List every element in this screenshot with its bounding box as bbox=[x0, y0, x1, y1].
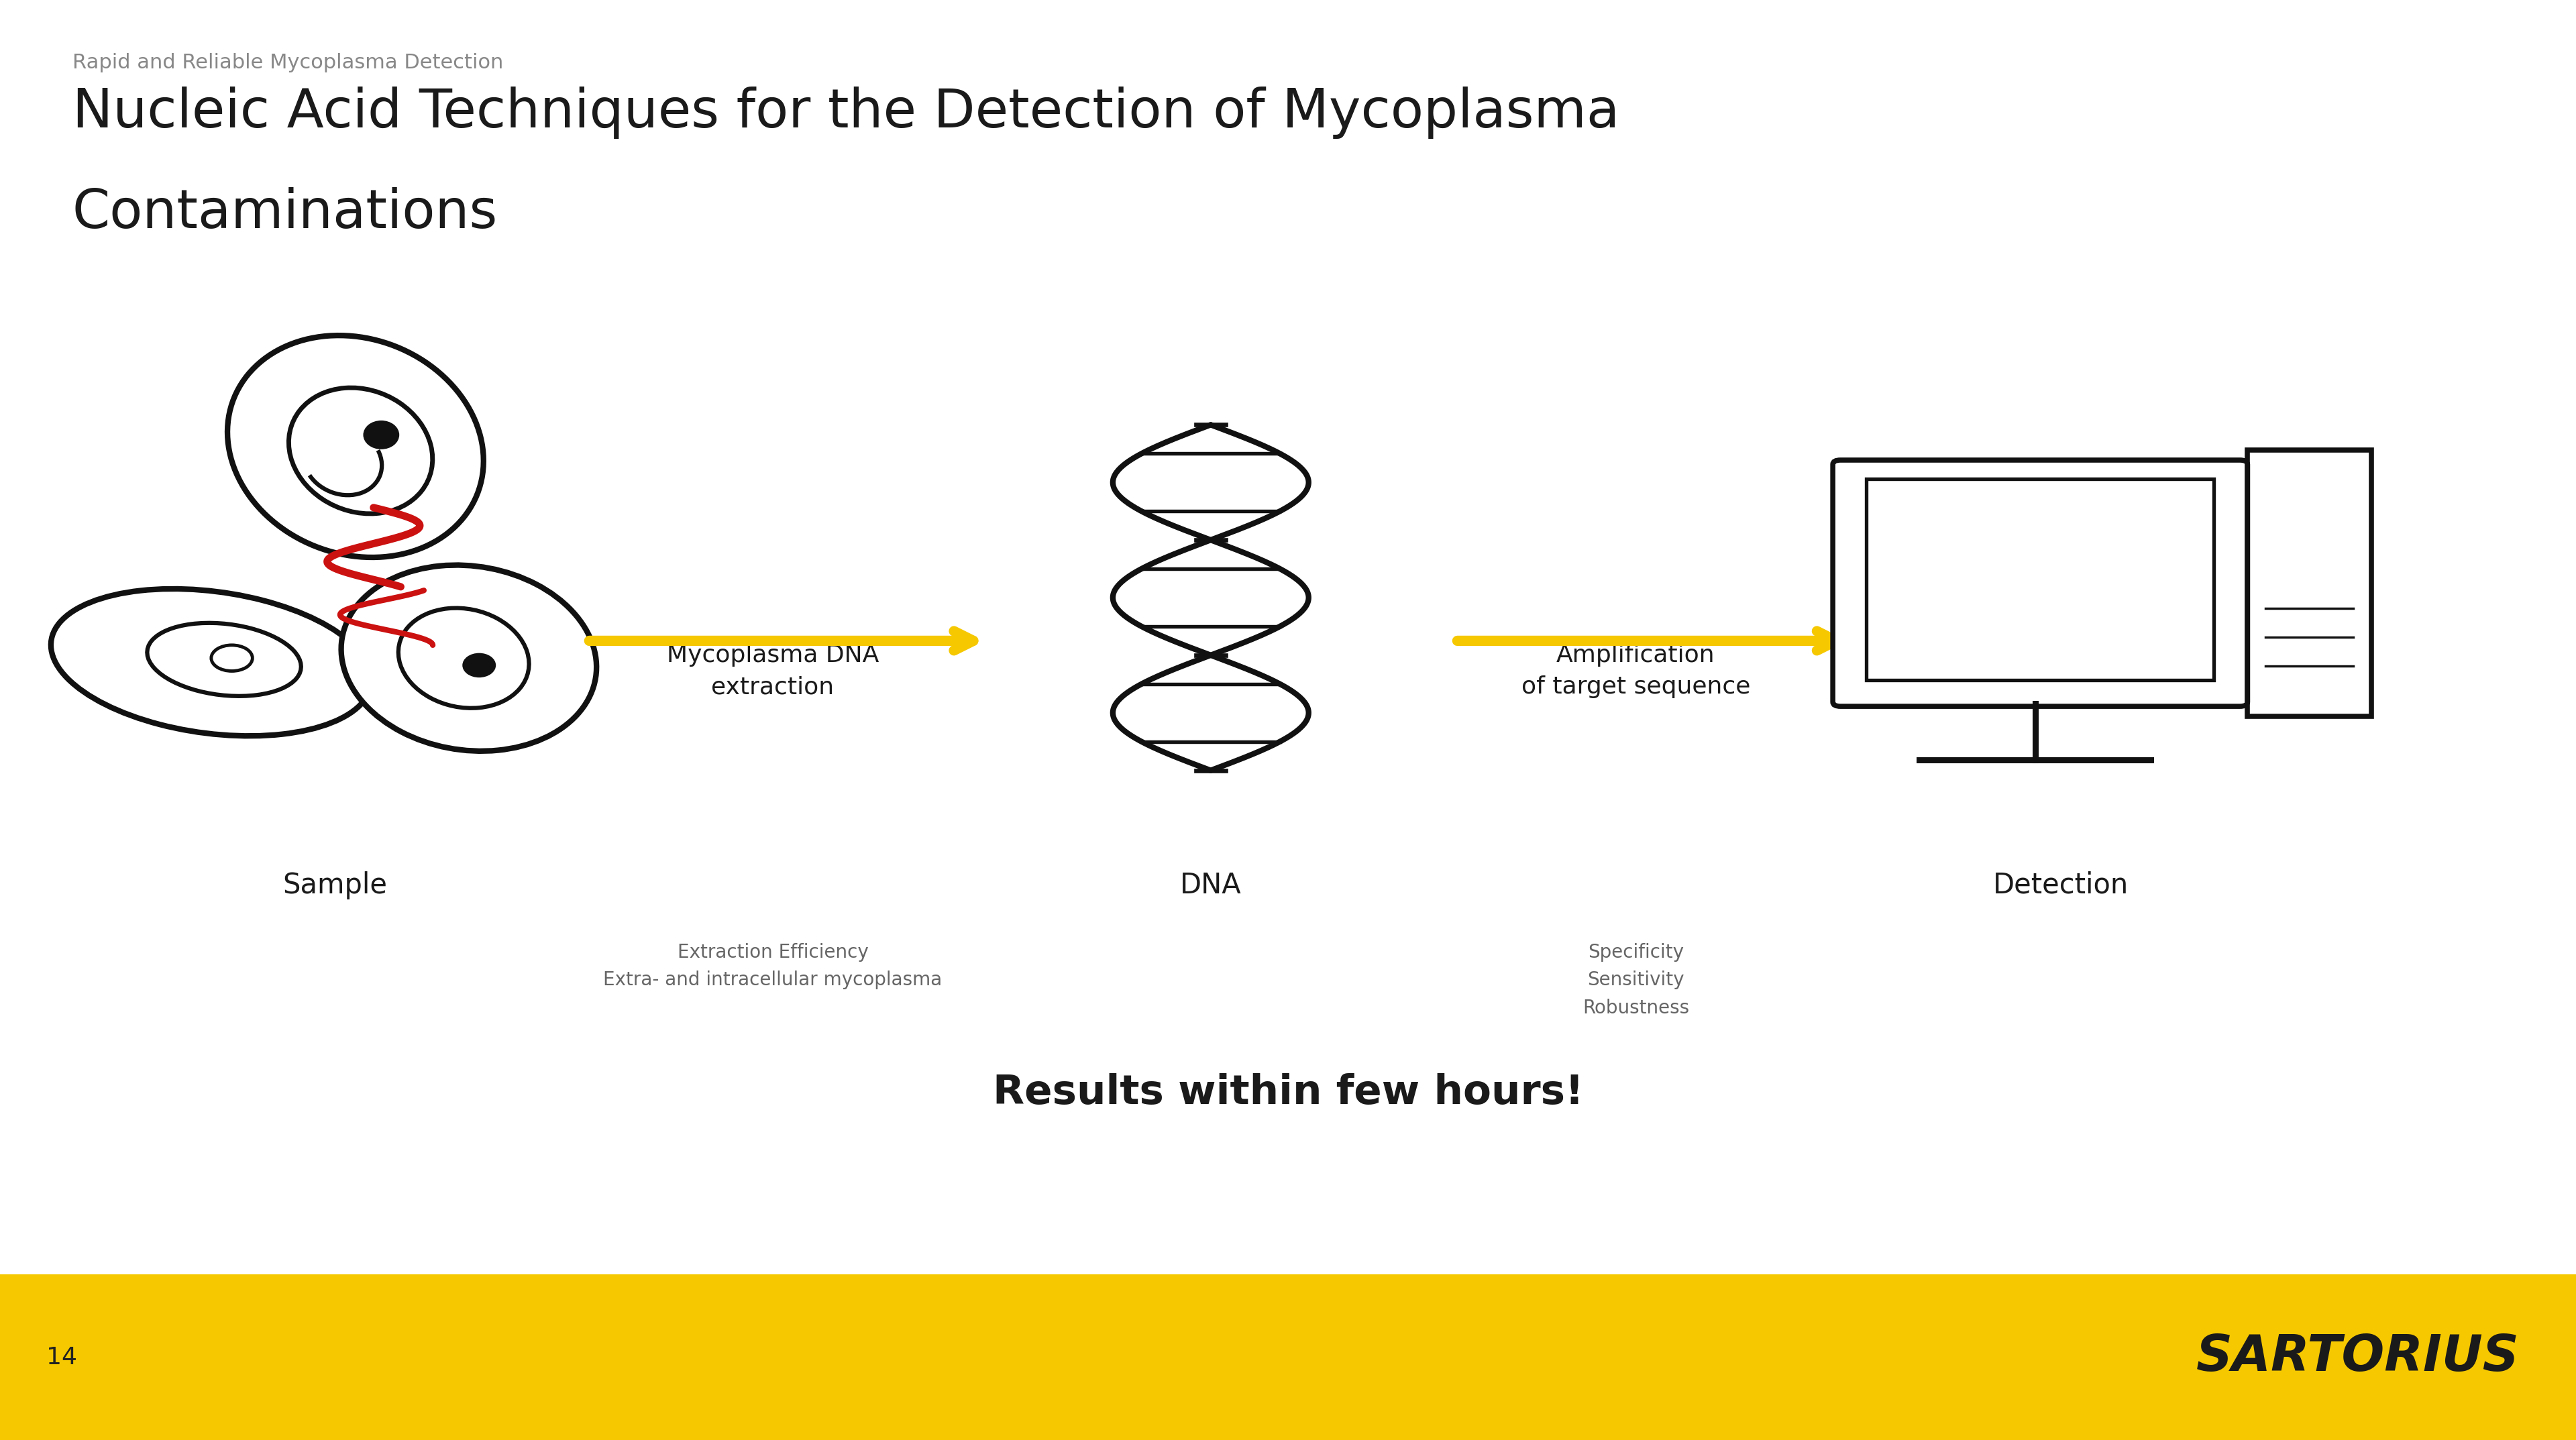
Text: Detection: Detection bbox=[1994, 871, 2128, 900]
Ellipse shape bbox=[289, 387, 433, 514]
Text: SARTORIUS: SARTORIUS bbox=[2197, 1332, 2519, 1382]
Text: Extraction Efficiency
Extra- and intracellular mycoplasma: Extraction Efficiency Extra- and intrace… bbox=[603, 943, 943, 989]
Text: Sample: Sample bbox=[283, 871, 386, 900]
Ellipse shape bbox=[461, 654, 495, 678]
Text: Contaminations: Contaminations bbox=[72, 187, 497, 239]
Ellipse shape bbox=[147, 624, 301, 696]
FancyBboxPatch shape bbox=[1832, 461, 2246, 707]
Ellipse shape bbox=[227, 336, 484, 557]
Text: Mycoplasma DNA
extraction: Mycoplasma DNA extraction bbox=[667, 644, 878, 698]
Text: Rapid and Reliable Mycoplasma Detection: Rapid and Reliable Mycoplasma Detection bbox=[72, 53, 502, 73]
Text: 14: 14 bbox=[46, 1346, 77, 1368]
Text: Amplification
of target sequence: Amplification of target sequence bbox=[1522, 644, 1749, 698]
Text: Specificity
Sensitivity
Robustness: Specificity Sensitivity Robustness bbox=[1582, 943, 1690, 1017]
Bar bbox=[2246, 451, 2372, 717]
Ellipse shape bbox=[340, 564, 598, 752]
Bar bbox=[0, 1274, 2576, 1440]
Text: DNA: DNA bbox=[1180, 871, 1242, 900]
Text: Results within few hours!: Results within few hours! bbox=[992, 1073, 1584, 1112]
Text: Nucleic Acid Techniques for the Detection of Mycoplasma: Nucleic Acid Techniques for the Detectio… bbox=[72, 86, 1620, 138]
Bar bbox=[1865, 480, 2215, 681]
Ellipse shape bbox=[211, 645, 252, 671]
Ellipse shape bbox=[399, 608, 528, 708]
Ellipse shape bbox=[363, 420, 399, 449]
Ellipse shape bbox=[52, 589, 371, 736]
